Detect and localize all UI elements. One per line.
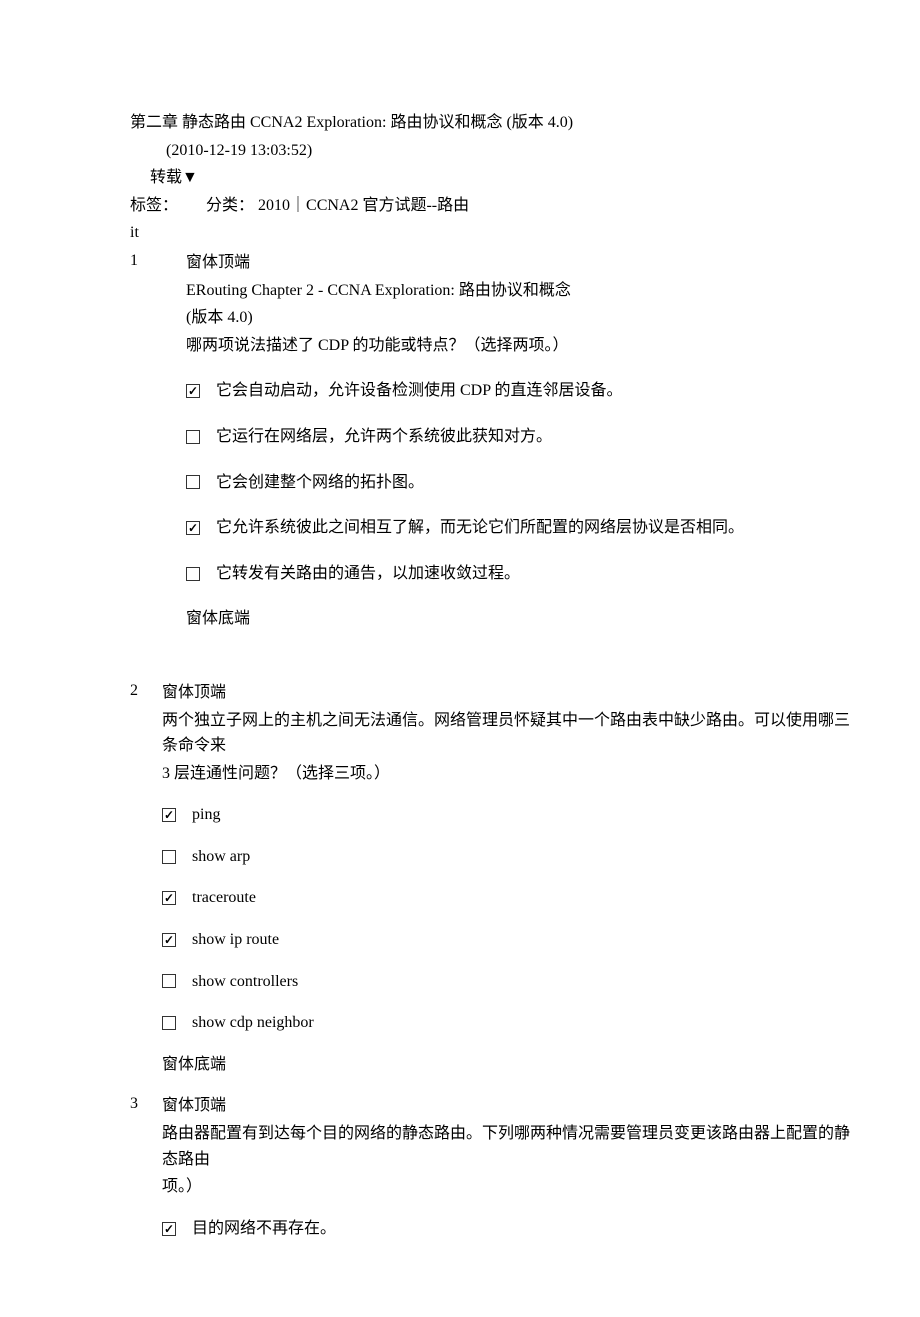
question-number: 3 <box>130 1091 162 1117</box>
checkbox-icon[interactable] <box>186 567 200 581</box>
option-text: 它会创建整个网络的拓扑图。 <box>216 470 424 496</box>
exam-version: (版本 4.0) <box>186 305 860 331</box>
form-top-label: 窗体顶端 <box>162 1093 860 1119</box>
question-2: 2 窗体顶端 两个独立子网上的主机之间无法通信。网络管理员怀疑其中一个路由表中缺… <box>130 678 860 1078</box>
document-page: 第二章 静态路由 CCNA2 Exploration: 路由协议和概念 (版本 … <box>0 0 920 1317</box>
tags-label: 标签： <box>130 197 178 214</box>
post-date: (2010-12-19 13:03:52) <box>130 138 860 164</box>
option-text: traceroute <box>192 885 256 911</box>
option-row: 它转发有关路由的通告，以加速收敛过程。 <box>186 561 860 587</box>
option-row: show controllers <box>162 969 860 995</box>
question-body: 窗体顶端 路由器配置有到达每个目的网络的静态路由。下列哪两种情况需要管理员变更该… <box>162 1091 860 1257</box>
option-text: show cdp neighbor <box>192 1010 314 1036</box>
option-row: show cdp neighbor <box>162 1010 860 1036</box>
checkbox-icon[interactable] <box>162 974 176 988</box>
checkbox-icon[interactable] <box>186 475 200 489</box>
question-1: 1 窗体顶端 ERouting Chapter 2 - CCNA Explora… <box>130 248 860 632</box>
checkbox-icon[interactable] <box>162 933 176 947</box>
option-row: show arp <box>162 844 860 870</box>
question-prompt: 哪两项说法描述了 CDP 的功能或特点？（选择两项。） <box>186 333 860 359</box>
option-text: ping <box>192 802 220 828</box>
chapter-title: 第二章 静态路由 CCNA2 Exploration: 路由协议和概念 (版本 … <box>130 110 860 136</box>
checkbox-icon[interactable] <box>162 1016 176 1030</box>
option-text: 它允许系统彼此之间相互了解，而无论它们所配置的网络层协议是否相同。 <box>216 515 744 541</box>
category-label: 分类： 2010｜CCNA2 官方试题--路由 <box>206 197 469 214</box>
exam-title: ERouting Chapter 2 - CCNA Exploration: 路… <box>186 278 860 304</box>
option-row: 它会自动启动，允许设备检测使用 CDP 的直连邻居设备。 <box>186 378 860 404</box>
checkbox-icon[interactable] <box>162 1222 176 1236</box>
option-row: traceroute <box>162 885 860 911</box>
checkbox-icon[interactable] <box>162 808 176 822</box>
question-body: 窗体顶端 两个独立子网上的主机之间无法通信。网络管理员怀疑其中一个路由表中缺少路… <box>162 678 860 1078</box>
checkbox-icon[interactable] <box>162 891 176 905</box>
question-number: 1 <box>130 248 186 274</box>
option-row: 它会创建整个网络的拓扑图。 <box>186 470 860 496</box>
tag-it: it <box>130 220 860 246</box>
question-3: 3 窗体顶端 路由器配置有到达每个目的网络的静态路由。下列哪两种情况需要管理员变… <box>130 1091 860 1257</box>
checkbox-icon[interactable] <box>162 850 176 864</box>
question-prompt-cont: 3 层连通性问题？（选择三项。） <box>162 761 860 787</box>
question-prompt: 路由器配置有到达每个目的网络的静态路由。下列哪两种情况需要管理员变更该路由器上配… <box>162 1121 860 1172</box>
form-top-label: 窗体顶端 <box>162 680 860 706</box>
option-row: show ip route <box>162 927 860 953</box>
option-row: 目的网络不再存在。 <box>162 1216 860 1242</box>
checkbox-icon[interactable] <box>186 384 200 398</box>
option-row: 它运行在网络层，允许两个系统彼此获知对方。 <box>186 424 860 450</box>
option-text: show arp <box>192 844 250 870</box>
checkbox-icon[interactable] <box>186 430 200 444</box>
option-row: ping <box>162 802 860 828</box>
option-row: 它允许系统彼此之间相互了解，而无论它们所配置的网络层协议是否相同。 <box>186 515 860 541</box>
option-text: show ip route <box>192 927 279 953</box>
checkbox-icon[interactable] <box>186 521 200 535</box>
form-top-label: 窗体顶端 <box>186 250 860 276</box>
option-text: show controllers <box>192 969 298 995</box>
option-text: 它运行在网络层，允许两个系统彼此获知对方。 <box>216 424 552 450</box>
question-prompt: 两个独立子网上的主机之间无法通信。网络管理员怀疑其中一个路由表中缺少路由。可以使… <box>162 708 860 759</box>
question-body: 窗体顶端 ERouting Chapter 2 - CCNA Explorati… <box>186 248 860 632</box>
option-text: 它转发有关路由的通告，以加速收敛过程。 <box>216 561 520 587</box>
option-text: 它会自动启动，允许设备检测使用 CDP 的直连邻居设备。 <box>216 378 623 404</box>
form-bottom-label: 窗体底端 <box>162 1052 860 1078</box>
question-prompt-cont: 项。） <box>162 1174 860 1200</box>
form-bottom-label: 窗体底端 <box>186 606 860 632</box>
repost-label: 转载▼ <box>130 165 860 191</box>
option-text: 目的网络不再存在。 <box>192 1216 336 1242</box>
tags-line: 标签： 分类： 2010｜CCNA2 官方试题--路由 <box>130 193 860 219</box>
